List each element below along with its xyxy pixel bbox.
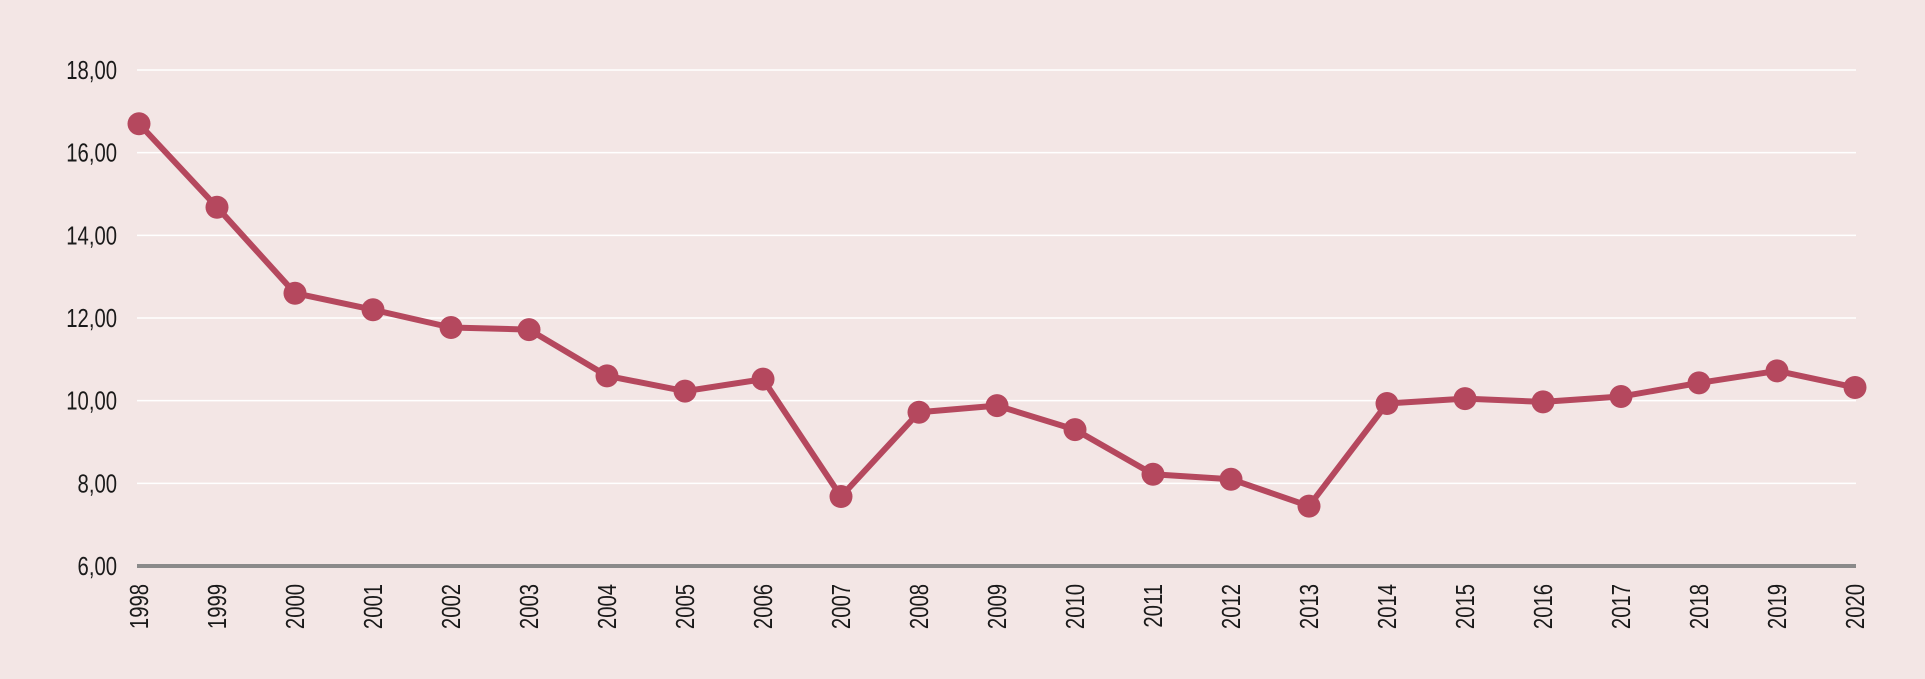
data-point — [1765, 359, 1789, 383]
x-tick-label: 2015 — [1451, 584, 1480, 629]
series-layer — [127, 112, 1867, 518]
x-tick-label: 2003 — [515, 584, 544, 629]
data-point — [673, 379, 697, 403]
data-point — [1063, 418, 1087, 442]
data-point — [517, 318, 541, 342]
x-tick-label: 2018 — [1685, 584, 1714, 629]
data-point — [283, 281, 307, 305]
x-tick-label: 2013 — [1295, 584, 1324, 629]
y-tick-label: 14,00 — [66, 221, 117, 250]
x-tick-label: 2002 — [437, 584, 466, 629]
x-tick-label: 2008 — [905, 584, 934, 629]
x-tick-label: 2011 — [1139, 584, 1168, 628]
data-point — [1297, 494, 1321, 518]
x-tick-label: 1998 — [125, 584, 154, 629]
x-tick-label: 2020 — [1841, 584, 1870, 629]
data-point — [907, 400, 931, 424]
data-point — [1219, 467, 1243, 491]
x-tick-label: 2006 — [749, 584, 778, 629]
data-point — [205, 195, 229, 219]
x-tick-label: 2019 — [1763, 584, 1792, 629]
y-axis-tick-labels: 6,00 8,00 10,00 12,00 14,00 16,00 18,00 — [66, 56, 117, 581]
data-point — [1453, 387, 1477, 411]
data-point — [751, 367, 775, 391]
y-tick-label: 16,00 — [66, 138, 117, 167]
y-tick-label: 12,00 — [66, 304, 117, 333]
data-point — [1531, 390, 1555, 414]
data-point — [1687, 371, 1711, 395]
x-tick-label: 2001 — [359, 584, 388, 629]
data-point — [829, 485, 853, 509]
data-point — [1609, 385, 1633, 409]
data-point — [1375, 392, 1399, 416]
x-tick-label: 2000 — [281, 584, 310, 629]
y-tick-label: 6,00 — [78, 552, 117, 581]
x-tick-label: 2005 — [671, 584, 700, 629]
data-point — [127, 112, 151, 136]
series-line — [136, 120, 1858, 510]
y-tick-label: 18,00 — [66, 56, 117, 85]
x-axis-tick-labels: 1998 1999 2000 2001 2002 2003 2004 2005 2006 2007… — [125, 584, 1870, 629]
data-point — [361, 298, 385, 322]
x-tick-label: 1999 — [203, 584, 232, 629]
x-tick-label: 2012 — [1217, 584, 1246, 629]
x-tick-label: 2016 — [1529, 584, 1558, 629]
y-tick-label: 10,00 — [66, 386, 117, 415]
data-point — [1141, 462, 1165, 486]
grid-lines — [137, 69, 1856, 485]
data-point — [985, 394, 1009, 418]
data-point — [439, 316, 463, 340]
x-tick-label: 2014 — [1373, 584, 1402, 629]
data-point — [595, 364, 619, 388]
x-tick-label: 2007 — [827, 584, 856, 629]
y-tick-label: 8,00 — [78, 469, 117, 498]
x-tick-label: 2010 — [1061, 584, 1090, 629]
x-tick-label: 2004 — [593, 584, 622, 629]
data-point — [1843, 375, 1867, 399]
x-tick-label: 2017 — [1607, 584, 1636, 629]
x-tick-label: 2009 — [983, 584, 1012, 629]
